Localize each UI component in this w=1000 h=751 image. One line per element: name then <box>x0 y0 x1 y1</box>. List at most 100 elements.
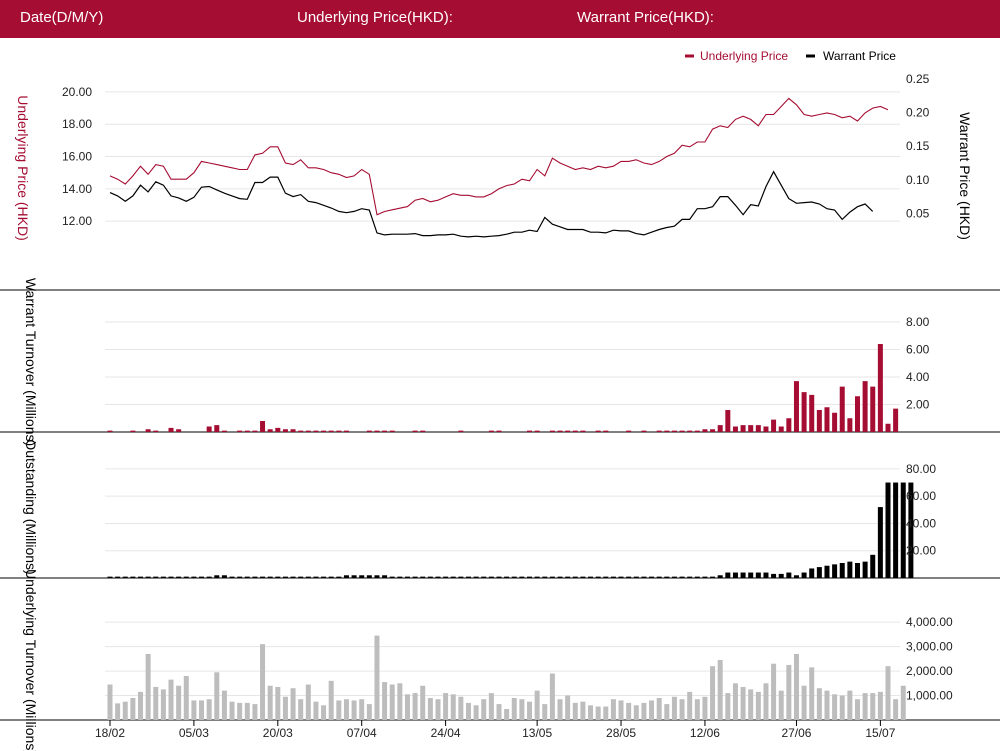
underlying-turnover-bar <box>115 703 121 720</box>
y-right-tick-label: 0.20 <box>906 106 930 120</box>
warrant-turnover-tick-label: 2.00 <box>906 398 930 412</box>
underlying-turnover-bar <box>710 666 716 720</box>
warrant-turnover-bar <box>336 430 342 432</box>
outstanding-bar <box>671 576 677 578</box>
warrant-turnover-bar <box>862 381 868 432</box>
outstanding-bar <box>549 576 555 578</box>
outstanding-bar <box>580 576 586 578</box>
underlying-turnover-bar <box>839 695 845 720</box>
legend-warrant-label: Warrant Price <box>823 49 896 63</box>
x-tick-label: 24/04 <box>431 726 461 740</box>
outstanding-bar <box>260 576 266 578</box>
outstanding-bar <box>168 576 174 578</box>
underlying-turnover-bar <box>122 701 128 720</box>
warrant-turnover-bar <box>671 430 677 432</box>
outstanding-bar <box>443 576 449 578</box>
warrant-turnover-bar <box>153 430 159 432</box>
outstanding-bar <box>420 576 426 578</box>
underlying-turnover-bar <box>130 697 136 720</box>
underlying-turnover-bar <box>290 688 296 720</box>
underlying-turnover-bar <box>755 691 761 720</box>
outstanding-bar <box>755 572 761 578</box>
y-right-axis-title: Warrant Price (HKD) <box>957 112 973 240</box>
outstanding-bar <box>763 572 769 578</box>
underlying-turnover-bar <box>809 667 815 720</box>
x-tick-label: 18/02 <box>95 726 125 740</box>
y-left-tick-label: 18.00 <box>62 117 92 131</box>
underlying-price-line <box>109 97 889 216</box>
outstanding-bar <box>702 576 708 578</box>
underlying-turnover-bar <box>900 685 906 720</box>
outstanding-bar <box>138 576 144 578</box>
warrant-turnover-bar <box>168 427 174 432</box>
warrant-turnover-bar <box>420 430 426 432</box>
underlying-turnover-bar <box>275 686 281 720</box>
outstanding-bar <box>107 576 113 578</box>
outstanding-bar <box>908 482 914 578</box>
warrant-turnover-bar <box>832 412 838 432</box>
outstanding-bar <box>740 572 746 578</box>
outstanding-bar <box>511 576 517 578</box>
y-left-tick-label: 12.00 <box>62 214 92 228</box>
underlying-turnover-bar <box>618 700 624 720</box>
underlying-turnover-bar <box>687 691 693 720</box>
outstanding-axis-title: Outstanding (Millions) <box>23 439 39 574</box>
warrant-turnover-bar <box>412 430 418 432</box>
lines-layer <box>109 97 889 238</box>
outstanding-bar <box>427 576 433 578</box>
underlying-turnover-bar <box>732 683 738 720</box>
underlying-turnover-tick-label: 1,000.00 <box>906 689 953 703</box>
outstanding-bar <box>771 573 777 578</box>
labels-layer: 12.00 14.00 16.00 18.00 20.00 0.05 0.10 0.15 0.2… <box>15 49 973 751</box>
warrant-turnover-bar <box>527 430 533 432</box>
y-right-tick-label: 0.10 <box>906 173 930 187</box>
underlying-turnover-bar <box>404 694 410 720</box>
underlying-turnover-bar <box>374 635 380 720</box>
outstanding-bar <box>343 575 349 578</box>
underlying-turnover-bar <box>435 699 441 720</box>
underlying-turnover-bar <box>260 644 266 720</box>
warrant-turnover-bar <box>885 423 891 432</box>
warrant-turnover-bar <box>221 430 227 432</box>
outstanding-bar <box>641 576 647 578</box>
underlying-turnover-bar <box>801 685 807 720</box>
outstanding-bar <box>649 576 655 578</box>
warrant-turnover-bar <box>626 430 632 432</box>
outstanding-bar <box>336 576 342 578</box>
outstanding-bar <box>801 572 807 578</box>
x-tick-label: 12/06 <box>690 726 720 740</box>
outstanding-bar <box>160 576 166 578</box>
outstanding-bar <box>305 576 311 578</box>
underlying-turnover-bar <box>542 704 548 720</box>
underlying-turnover-bar <box>465 702 471 720</box>
warrant-price-label: Warrant Price(HKD): <box>577 9 714 26</box>
underlying-turnover-bar <box>450 694 456 720</box>
underlying-turnover-bar <box>641 702 647 720</box>
warrant-turnover-bar <box>206 426 212 432</box>
underlying-turnover-bar <box>793 653 799 720</box>
warrant-turnover-axis-title: Warrant Turnover (Millions) <box>23 278 39 446</box>
outstanding-bar <box>412 576 418 578</box>
outstanding-bar <box>717 575 723 578</box>
warrant-turnover-bar <box>664 430 670 432</box>
outstanding-bar <box>809 568 815 578</box>
warrant-turnover-bar <box>374 430 380 432</box>
warrant-turnover-tick-label: 4.00 <box>906 370 930 384</box>
underlying-turnover-bar <box>267 685 273 720</box>
outstanding-bar <box>214 575 220 578</box>
warrant-turnover-bar <box>732 426 738 432</box>
outstanding-bar <box>542 576 548 578</box>
outstanding-bar <box>366 575 372 578</box>
outstanding-bar <box>557 576 563 578</box>
outstanding-bar <box>610 576 616 578</box>
underlying-turnover-bar <box>351 700 357 720</box>
x-tick-label: 05/03 <box>179 726 209 740</box>
outstanding-tick-label: 80.00 <box>906 462 936 476</box>
y-right-tick-label: 0.05 <box>906 206 930 220</box>
outstanding-bar <box>626 576 632 578</box>
underlying-turnover-bar <box>885 666 891 720</box>
underlying-turnover-bar <box>557 699 563 720</box>
underlying-turnover-bar <box>527 701 533 720</box>
warrant-turnover-bar <box>252 430 258 432</box>
outstanding-bar <box>854 563 860 578</box>
